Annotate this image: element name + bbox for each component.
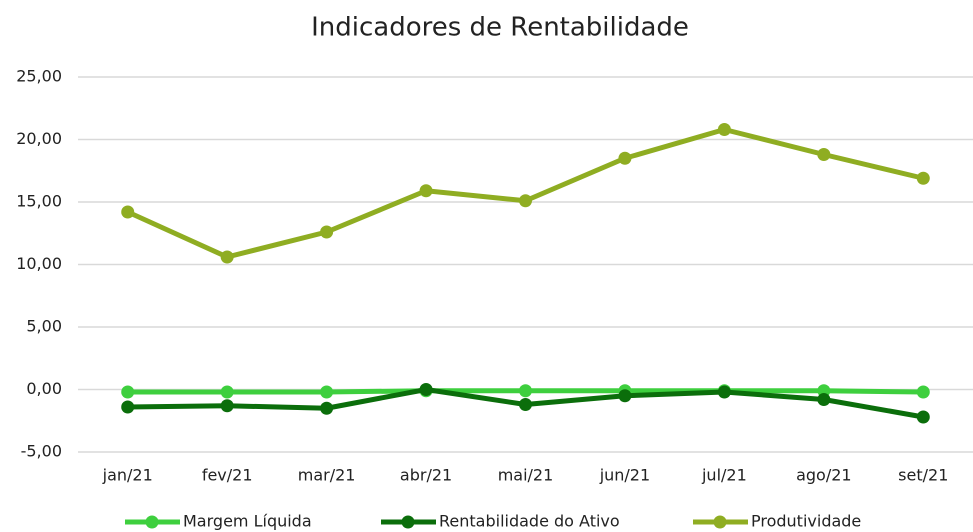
point — [519, 384, 532, 398]
x-tick-label: abr/21 — [400, 466, 452, 485]
point — [916, 171, 930, 185]
point — [121, 205, 135, 219]
chart-title: Indicadores de Rentabilidade — [311, 13, 689, 43]
point — [717, 123, 731, 136]
y-tick-label: -5,00 — [21, 442, 62, 461]
y-tick-label: 5,00 — [26, 317, 62, 336]
legend-marker — [145, 515, 159, 529]
point — [121, 385, 135, 399]
point — [419, 383, 433, 396]
x-tick-label: jan/21 — [102, 466, 153, 485]
point — [320, 385, 334, 399]
x-tick-label: mar/21 — [298, 466, 356, 485]
point — [717, 385, 731, 399]
y-tick-label: 10,00 — [16, 254, 62, 273]
x-tick-label: set/21 — [898, 466, 948, 485]
x-tick-label: ago/21 — [796, 466, 852, 485]
point — [817, 393, 831, 406]
legend-label: Margem Líquida — [183, 512, 312, 531]
legend-marker — [401, 515, 415, 529]
y-tick-label: 0,00 — [26, 379, 62, 398]
x-tick-label: jun/21 — [599, 466, 650, 485]
legend-marker — [713, 515, 727, 529]
point — [817, 148, 831, 161]
x-tick-label: mai/21 — [498, 466, 554, 485]
point — [618, 389, 632, 403]
point — [916, 410, 930, 424]
y-tick-label: 15,00 — [16, 192, 62, 211]
x-tick-label: fev/21 — [202, 466, 253, 485]
point — [618, 151, 632, 165]
point — [320, 225, 334, 239]
point — [220, 399, 234, 413]
legend-label: Rentabilidade do Ativo — [439, 512, 620, 531]
series-line — [126, 127, 924, 260]
point — [220, 250, 234, 264]
point — [519, 194, 532, 208]
point — [519, 398, 532, 411]
point — [916, 385, 930, 399]
y-tick-label: 25,00 — [16, 67, 62, 86]
y-tick-label: 20,00 — [16, 129, 62, 148]
x-tick-label: jul/21 — [701, 466, 747, 485]
legend-label: Produtividade — [751, 512, 861, 531]
point — [320, 401, 334, 415]
point — [121, 400, 135, 414]
point — [419, 184, 433, 198]
point — [220, 385, 234, 399]
